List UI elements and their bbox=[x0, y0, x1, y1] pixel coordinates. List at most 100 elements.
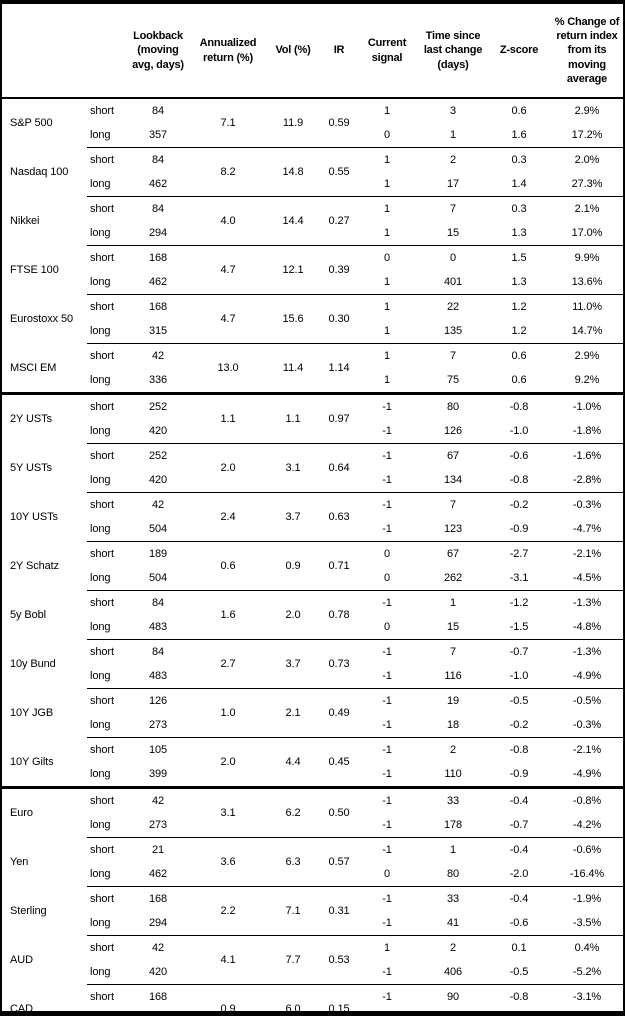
time-since-cell: 3 bbox=[449, 105, 457, 117]
lookback-cell: 357 bbox=[148, 129, 168, 141]
horizon-cell: long bbox=[90, 670, 111, 682]
vol-cell: 3.1 bbox=[267, 443, 319, 493]
horizon-cell: short bbox=[87, 343, 127, 368]
table-row: long 294 1 15 1.3 17.0% bbox=[2, 221, 623, 246]
annualized-return-cell: 4.7 bbox=[189, 245, 267, 295]
horizon-cell: long bbox=[90, 129, 111, 141]
zscore-cell: 1.3 bbox=[511, 227, 527, 239]
pct-change-cell: -4.9% bbox=[572, 768, 602, 780]
table-row: long 483 0 15 -1.5 -4.8% bbox=[2, 615, 623, 640]
horizon-cell: long bbox=[90, 523, 111, 535]
zscore-cell: -2.0 bbox=[509, 868, 529, 880]
table-row: long 420 -1 406 -0.5 -5.2% bbox=[2, 960, 623, 985]
lookback-cell: 42 bbox=[127, 935, 189, 960]
asset-cell: 5y Bobl bbox=[10, 609, 46, 621]
pct-change-cell: -16.4% bbox=[569, 868, 605, 880]
table-row: long 420 -1 134 -0.8 -2.8% bbox=[2, 468, 623, 493]
table-row: long 462 1 401 1.3 13.6% bbox=[2, 270, 623, 295]
zscore-cell: 0.6 bbox=[511, 374, 527, 386]
vol-cell: 7.1 bbox=[267, 886, 319, 936]
horizon-cell: short bbox=[87, 590, 127, 615]
lookback-cell: 168 bbox=[127, 886, 189, 911]
header-row: Lookback (moving avg, days) Annualized r… bbox=[2, 4, 623, 99]
annualized-return-cell: 2.2 bbox=[189, 886, 267, 936]
pct-change-cell: -1.8% bbox=[572, 425, 602, 437]
signal-cell: -1 bbox=[359, 443, 415, 468]
lookback-cell: 84 bbox=[127, 196, 189, 221]
ir-cell: 1.14 bbox=[319, 343, 359, 394]
asset-cell: Euro bbox=[2, 786, 87, 838]
asset-cell: 10Y USTs bbox=[10, 511, 58, 523]
annualized-return-cell: 4.7 bbox=[189, 294, 267, 344]
signal-cell: 1 bbox=[383, 276, 391, 288]
table-row: Euro short 42 3.1 6.2 0.50 -1 33 -0.4 -0.8% bbox=[2, 786, 623, 838]
lookback-cell: 399 bbox=[148, 768, 168, 780]
table-row: FTSE 100 short 168 4.7 12.1 0.39 0 0 1.5 9.9% bbox=[2, 245, 623, 295]
vol-cell: 6.0 bbox=[267, 984, 319, 1011]
pct-change-cell: -4.8% bbox=[572, 621, 602, 633]
horizon-cell: long bbox=[90, 621, 111, 633]
horizon-cell: short bbox=[87, 147, 127, 172]
table-row: long 462 1 17 1.4 27.3% bbox=[2, 172, 623, 197]
table-row: long 357 0 1 1.6 17.2% bbox=[2, 123, 623, 148]
lookback-cell: 21 bbox=[127, 837, 189, 862]
annualized-return-cell: 1.0 bbox=[189, 688, 267, 738]
time-since-cell: 80 bbox=[446, 868, 460, 880]
time-since-cell: 7 bbox=[415, 196, 491, 221]
ir-cell: 0.57 bbox=[319, 837, 359, 887]
zscore-cell: -2.7 bbox=[491, 541, 547, 566]
zscore-cell: 1.3 bbox=[511, 276, 527, 288]
vol-cell: 14.8 bbox=[267, 147, 319, 197]
pct-change-cell: 9.9% bbox=[547, 245, 623, 270]
asset-cell: FTSE 100 bbox=[10, 264, 59, 276]
lookback-cell: 504 bbox=[148, 572, 168, 584]
lookback-cell: 42 bbox=[127, 492, 189, 517]
pct-change-cell: -7.1% bbox=[547, 1009, 623, 1011]
lookback-cell: 462 bbox=[148, 868, 168, 880]
ir-cell: 0.73 bbox=[319, 639, 359, 689]
horizon-cell: short bbox=[87, 786, 127, 813]
zscore-cell: -0.6 bbox=[509, 917, 529, 929]
zscore-cell: -1.1 bbox=[491, 1009, 547, 1011]
col-header-vol: Vol (%) bbox=[267, 4, 319, 99]
annualized-return-cell: 0.9 bbox=[189, 984, 267, 1011]
zscore-cell: -3.1 bbox=[509, 572, 529, 584]
vol-cell: 14.4 bbox=[267, 196, 319, 246]
signal-cell: 1 bbox=[383, 227, 391, 239]
signal-cell: -1 bbox=[382, 425, 392, 437]
horizon-cell: short bbox=[87, 392, 127, 419]
pct-change-cell: 11.0% bbox=[547, 294, 623, 319]
zscore-cell: 1.5 bbox=[491, 245, 547, 270]
ir-cell: 0.64 bbox=[319, 443, 359, 493]
table-row: long 399 -1 110 -0.9 -4.9% bbox=[2, 762, 623, 788]
horizon-cell: long bbox=[90, 178, 111, 190]
asset-cell: 10y Bund bbox=[10, 658, 56, 670]
vol-cell: 2.1 bbox=[267, 688, 319, 738]
horizon-cell: short bbox=[87, 886, 127, 911]
zscore-cell: -0.5 bbox=[491, 688, 547, 713]
time-since-cell: 1 bbox=[415, 837, 491, 862]
lookback-cell: 462 bbox=[148, 178, 168, 190]
asset-cell: 5Y USTs bbox=[10, 462, 52, 474]
lookback-cell: 189 bbox=[127, 541, 189, 566]
lookback-cell: 336 bbox=[148, 374, 168, 386]
table-row: S&P 500 short 84 7.1 11.9 0.59 1 3 0.6 2.9% bbox=[2, 98, 623, 129]
horizon-cell: short bbox=[87, 737, 127, 762]
pct-change-cell: 9.2% bbox=[574, 374, 600, 386]
zscore-cell: -0.9 bbox=[509, 523, 529, 535]
zscore-cell: -0.5 bbox=[509, 966, 529, 978]
signal-cell: 1 bbox=[383, 374, 391, 386]
col-header-lookback: Lookback (moving avg, days) bbox=[127, 4, 189, 99]
signal-cell: 1 bbox=[383, 105, 391, 117]
pct-change-cell: -0.5% bbox=[547, 688, 623, 713]
pct-change-cell: -2.1% bbox=[547, 737, 623, 762]
pct-change-cell: 2.1% bbox=[547, 196, 623, 221]
vol-cell: 6.3 bbox=[267, 837, 319, 887]
table-row: 5Y USTs short 252 2.0 3.1 0.64 -1 67 -0.6 -1.6% bbox=[2, 443, 623, 493]
horizon-cell: short bbox=[87, 688, 127, 713]
pct-change-cell: -5.2% bbox=[572, 966, 602, 978]
vol-cell: 1.1 bbox=[267, 392, 319, 444]
annualized-return-cell: 1.1 bbox=[189, 392, 267, 444]
ir-cell: 0.53 bbox=[319, 935, 359, 985]
signal-cell: -1 bbox=[382, 819, 392, 831]
